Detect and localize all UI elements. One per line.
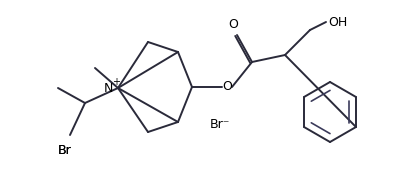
Text: OH: OH bbox=[328, 15, 347, 29]
Text: N: N bbox=[103, 81, 113, 95]
Text: +: + bbox=[112, 77, 120, 87]
Text: O: O bbox=[228, 18, 238, 32]
Text: Br: Br bbox=[58, 143, 72, 156]
Text: O: O bbox=[222, 80, 232, 93]
Text: Br⁻: Br⁻ bbox=[210, 118, 230, 131]
Text: Br: Br bbox=[58, 143, 72, 156]
